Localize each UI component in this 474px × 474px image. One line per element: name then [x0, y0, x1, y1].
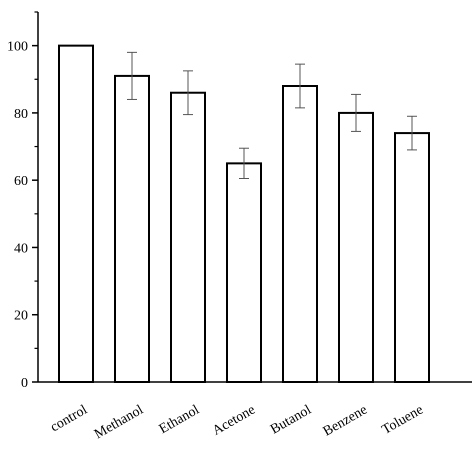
- y-tick-label: 100: [7, 40, 28, 55]
- error-bar: [295, 63, 305, 109]
- x-tick-label: Benzene: [321, 402, 370, 439]
- x-tick-label: Toluene: [380, 402, 426, 437]
- x-tick-label: Ethanol: [157, 402, 202, 437]
- bar: [114, 74, 150, 383]
- y-tick-label: 60: [14, 174, 28, 189]
- error-bar: [239, 147, 249, 179]
- bar: [170, 91, 206, 384]
- bar: [226, 162, 262, 383]
- bar: [394, 132, 430, 383]
- y-tick-label: 0: [21, 376, 28, 391]
- x-tick-label: Butanol: [268, 402, 314, 437]
- bar: [338, 111, 374, 383]
- error-bar: [183, 70, 193, 116]
- x-tick-label: Methanol: [92, 402, 146, 442]
- bar: [58, 44, 94, 384]
- y-tick-label: 20: [14, 309, 28, 324]
- error-bar: [407, 115, 417, 151]
- x-tick-label: Acetone: [210, 402, 258, 438]
- bar: [282, 85, 318, 383]
- y-tick-label: 40: [14, 241, 28, 256]
- x-tick-label: control: [48, 402, 90, 435]
- error-bar: [351, 93, 361, 132]
- y-tick-label: 80: [14, 107, 28, 122]
- error-bar: [127, 51, 137, 100]
